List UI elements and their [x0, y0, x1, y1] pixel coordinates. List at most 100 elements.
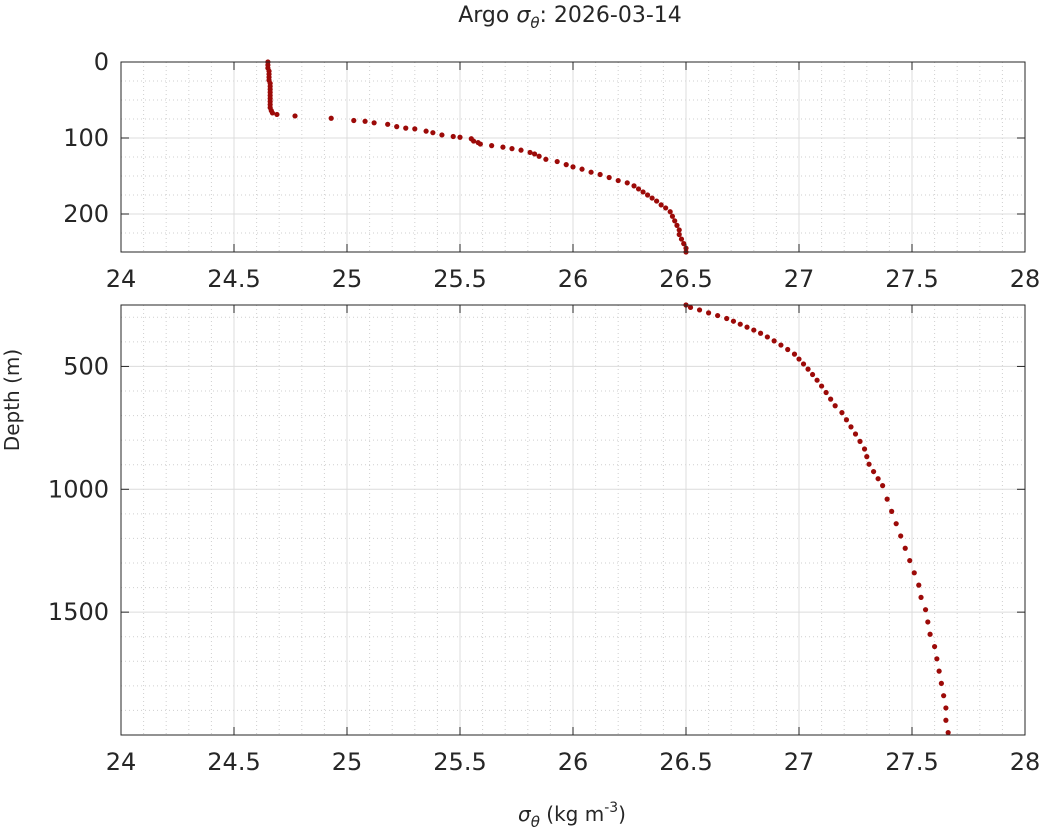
data-point: [889, 508, 895, 514]
data-point: [941, 693, 947, 699]
data-point: [943, 705, 949, 711]
data-point: [916, 582, 922, 588]
data-point: [911, 570, 917, 576]
data-point: [852, 431, 859, 437]
data-point: [588, 169, 594, 175]
data-point: [676, 231, 682, 238]
data-point: [857, 438, 863, 444]
data-point: [943, 717, 949, 723]
data-point: [819, 383, 825, 389]
data-point: [898, 533, 904, 539]
x-tick-label: 27.5: [885, 265, 938, 293]
x-tick-label: 25.5: [433, 748, 486, 776]
data-point: [828, 396, 834, 402]
data-point: [678, 236, 685, 242]
x-tick-label: 25.5: [433, 265, 486, 293]
data-point: [730, 318, 737, 324]
data-point: [934, 656, 940, 662]
data-point: [570, 164, 576, 170]
data-point: [292, 113, 298, 119]
data-point: [328, 115, 334, 121]
x-axis-label: σθ (kg m-3): [518, 800, 626, 831]
x-tick-label: 25: [332, 265, 363, 293]
data-point: [796, 356, 802, 362]
data-point: [791, 351, 798, 357]
x-tick-label: 24: [106, 748, 137, 776]
data-point: [669, 213, 676, 219]
data-point: [362, 118, 368, 124]
data-point: [500, 144, 506, 150]
x-tick-label: 26: [558, 748, 589, 776]
data-point: [706, 310, 712, 316]
data-point: [430, 130, 436, 136]
lower-panel: 24 24.5 25 25.5 26 26.5 27 27.5 28 500 1000 1500: [48, 302, 1040, 776]
data-point: [744, 324, 750, 330]
data-point: [764, 334, 770, 340]
data-point: [470, 138, 477, 144]
data-point: [715, 312, 721, 319]
data-point: [918, 594, 924, 601]
data-point: [579, 166, 585, 172]
data-point: [269, 110, 276, 116]
data-point: [597, 171, 603, 178]
data-point: [658, 202, 664, 208]
data-point: [938, 680, 944, 687]
data-point: [848, 424, 854, 430]
data-point: [371, 120, 377, 126]
upper-panel: 24 24.5 25 25.5 26 26.5 27 27.5 28 0 100 200: [63, 48, 1040, 293]
data-point: [631, 183, 637, 189]
data-point: [757, 330, 764, 336]
data-point: [893, 521, 899, 527]
data-point: [800, 361, 807, 367]
data-point: [674, 222, 680, 228]
data-point: [654, 198, 660, 204]
data-point: [936, 668, 942, 674]
data-point: [394, 124, 400, 130]
data-point: [563, 162, 569, 168]
data-point: [615, 177, 621, 184]
data-point: [667, 209, 673, 215]
data-point: [823, 389, 829, 396]
x-tick-label: 25: [332, 748, 363, 776]
x-tick-label: 28: [1010, 748, 1041, 776]
data-point: [649, 195, 655, 201]
y-tick-label: 500: [63, 352, 109, 380]
data-point: [880, 483, 886, 489]
data-point: [676, 227, 682, 233]
data-point: [274, 111, 280, 118]
x-tick-label: 24: [106, 265, 137, 293]
data-point: [509, 146, 515, 152]
x-tick-label: 26: [558, 265, 589, 293]
data-point: [640, 189, 646, 195]
data-point: [423, 128, 429, 134]
data-point: [527, 149, 533, 156]
x-tick-label: 26.5: [659, 748, 712, 776]
data-point: [839, 410, 845, 416]
data-point: [635, 186, 642, 192]
x-tick-label: 27: [784, 265, 815, 293]
data-point: [751, 327, 757, 333]
y-axis-label: Depth (m): [0, 349, 24, 451]
data-point: [606, 174, 612, 181]
data-point: [672, 218, 678, 224]
chart-title: Argo σθ: 2026-03-14: [458, 3, 682, 32]
data-point: [477, 141, 483, 147]
data-point: [531, 151, 538, 157]
data-point: [814, 377, 820, 383]
data-point: [457, 134, 463, 140]
data-point: [870, 468, 877, 475]
y-tick-label: 200: [63, 200, 109, 228]
data-point: [832, 403, 838, 409]
data-point: [489, 143, 495, 149]
data-point: [412, 126, 418, 132]
data-point: [624, 180, 630, 186]
data-point: [785, 346, 791, 353]
data-point: [737, 321, 743, 327]
data-point: [864, 454, 870, 460]
data-point: [385, 121, 391, 127]
data-point: [681, 241, 687, 247]
x-tick-label: 24.5: [207, 748, 260, 776]
data-point: [843, 417, 850, 423]
data-point: [403, 125, 409, 131]
